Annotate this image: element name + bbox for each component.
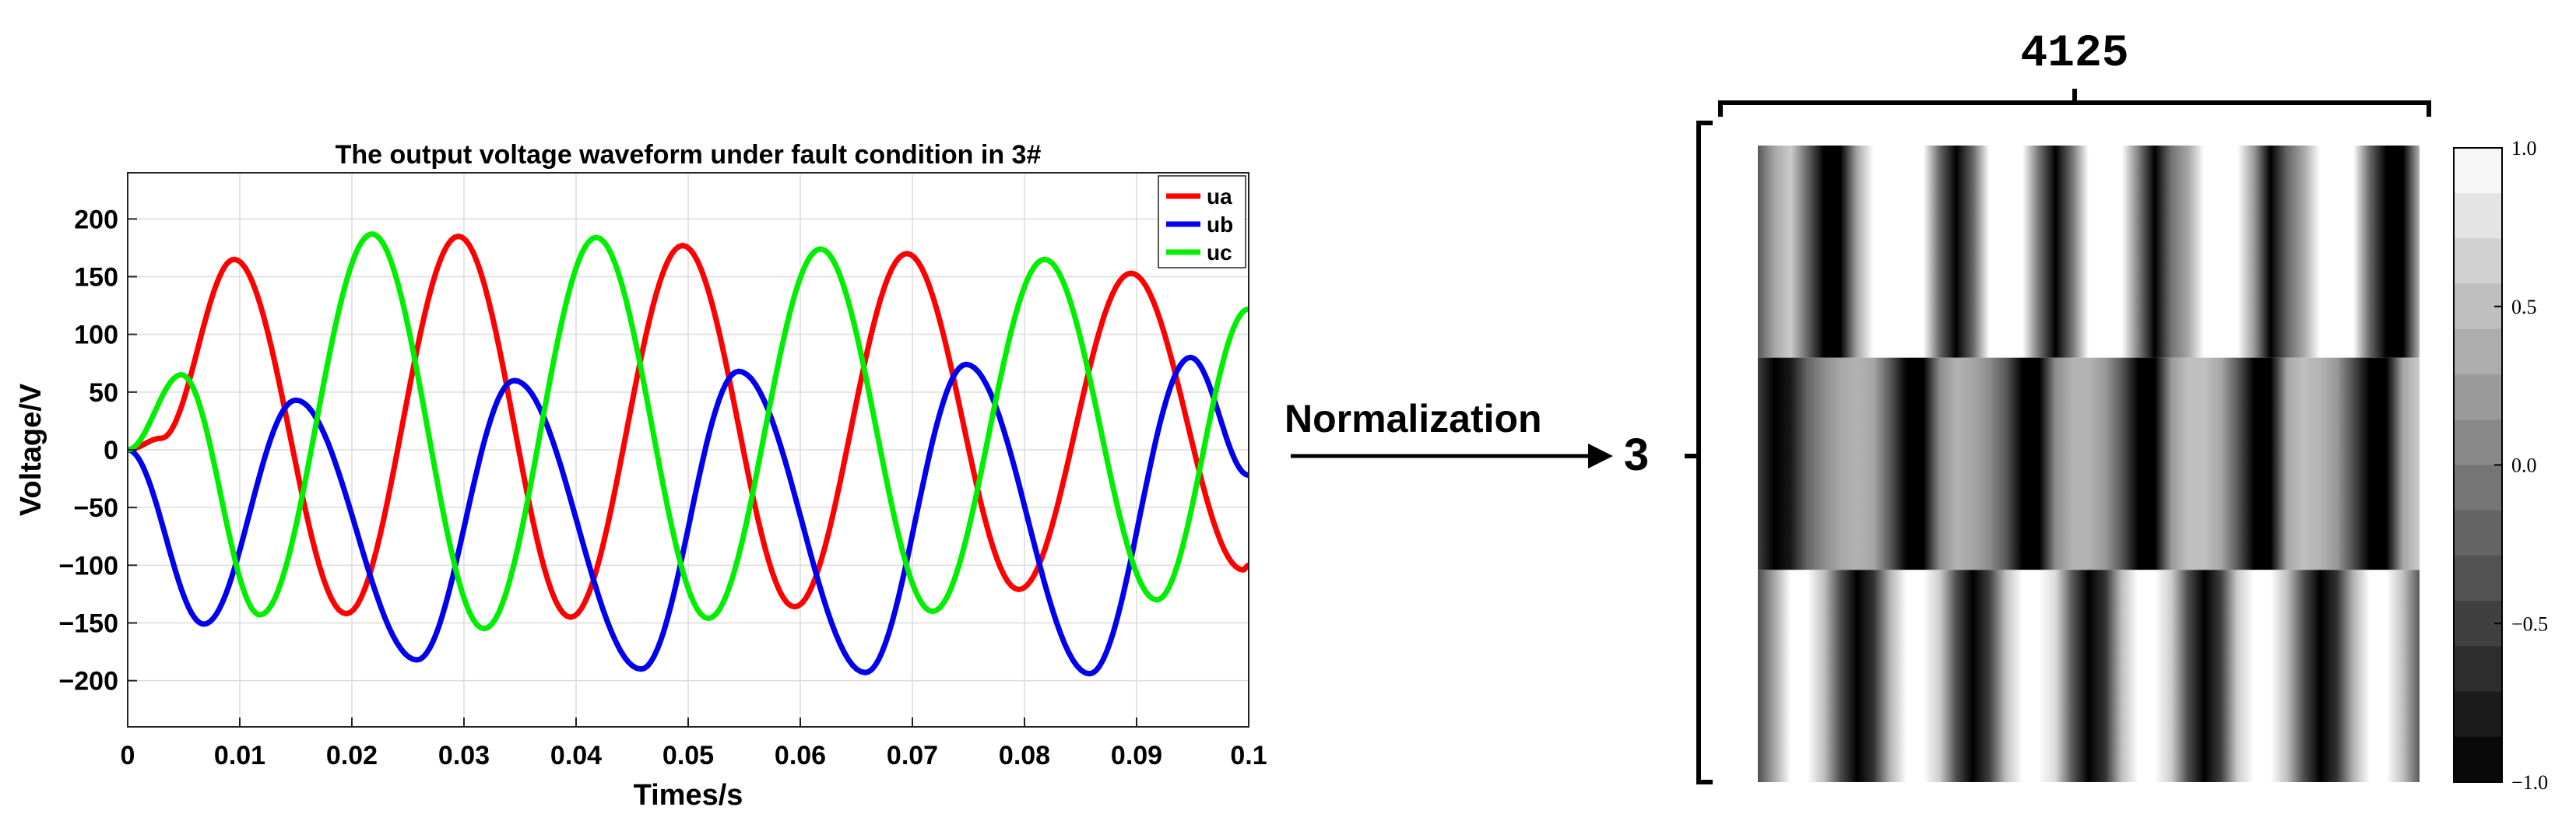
- colorbar-level: [2454, 510, 2502, 556]
- normalized-heatmap: 4125 3 1.0 0.5 0.0 −0.5 −1.0: [1624, 29, 2548, 794]
- chart-legend: ua ub uc: [1158, 175, 1246, 268]
- x-tick-label: 0: [121, 741, 135, 770]
- x-tick-label: 0.06: [775, 741, 826, 770]
- series-lines: [128, 231, 1249, 677]
- x-tick-label: 0.09: [1111, 741, 1162, 770]
- colorbar-level: [2454, 148, 2502, 194]
- series-line-ub: [128, 354, 1249, 677]
- colorbar-level: [2454, 374, 2502, 420]
- normalization-label: Normalization: [1284, 397, 1542, 440]
- width-label: 4125: [2020, 29, 2128, 79]
- voltage-line-chart: 0 0.01 0.02 0.03 0.04 0.05 0.06 0.07 0.08 0.09 0.1…: [15, 140, 1267, 812]
- colorbar-level: [2454, 691, 2502, 738]
- colorbar-tick-label: 0.0: [2511, 454, 2537, 477]
- heatmap-row-ub: [1758, 357, 2420, 570]
- x-tick-label: 0.02: [326, 741, 378, 770]
- heatmap-cells: [1758, 146, 2420, 782]
- y-tick-label: 150: [74, 263, 118, 293]
- y-ticks: 200 150 100 50 0 −50 −100 −150 −200: [58, 205, 137, 696]
- colorbar-ticks: 1.0 0.5 0.0 −0.5 −1.0: [2494, 137, 2548, 794]
- x-tick-label: 0.1: [1230, 741, 1267, 770]
- height-bracket: [1696, 121, 1713, 784]
- series-line-ua: [128, 233, 1249, 620]
- y-tick-label: 0: [104, 436, 118, 465]
- x-tick-label: 0.03: [438, 741, 490, 770]
- y-tick-label: −100: [58, 551, 118, 581]
- y-tick-label: −200: [58, 667, 118, 696]
- colorbar-level: [2454, 328, 2502, 375]
- colorbar-level: [2454, 646, 2502, 693]
- colorbar-level: [2454, 193, 2502, 239]
- legend-label-ua: ua: [1207, 184, 1232, 209]
- x-tick-label: 0.01: [214, 741, 265, 770]
- chart-title: The output voltage waveform under fault …: [336, 140, 1042, 170]
- colorbar-tick-label: 1.0: [2511, 137, 2537, 160]
- colorbar-level: [2454, 238, 2502, 285]
- series-line-uc: [128, 231, 1249, 632]
- colorbar-tick-label: 0.5: [2511, 296, 2537, 318]
- legend-label-ub: ub: [1207, 212, 1233, 237]
- colorbar-tick-label: −1.0: [2511, 771, 2548, 794]
- height-label: 3: [1624, 430, 1649, 480]
- x-tick-label: 0.07: [887, 741, 938, 770]
- y-tick-label: 50: [89, 378, 118, 408]
- x-tick-label: 0.08: [999, 741, 1050, 770]
- colorbar-level: [2454, 736, 2502, 783]
- x-axis-label: Times/s: [634, 779, 743, 812]
- heatmap-row-ua: [1758, 146, 2420, 358]
- y-tick-label: −50: [73, 493, 118, 523]
- y-tick-label: −150: [58, 609, 118, 639]
- x-tick-label: 0.05: [662, 741, 714, 770]
- colorbar-level: [2454, 555, 2502, 602]
- colorbar-level: [2454, 283, 2502, 330]
- colorbar-tick-label: −0.5: [2511, 612, 2548, 635]
- x-ticks: 0 0.01 0.02 0.03 0.04 0.05 0.06 0.07 0.08 0.09 0.1: [121, 717, 1267, 770]
- y-tick-label: 100: [74, 321, 118, 350]
- colorbar-level: [2454, 465, 2502, 511]
- normalization-arrow-group: Normalization: [1284, 397, 1613, 468]
- legend-items: ua ub uc: [1166, 184, 1233, 265]
- x-tick-label: 0.04: [550, 741, 602, 770]
- arrow-head-icon: [1588, 444, 1613, 468]
- colorbar-level: [2454, 419, 2502, 465]
- legend-label-uc: uc: [1207, 240, 1232, 265]
- width-bracket: [1718, 100, 2431, 117]
- y-tick-label: 200: [74, 205, 118, 234]
- y-axis-label: Voltage/V: [15, 383, 47, 516]
- colorbar-cells: [2454, 148, 2502, 783]
- colorbar-level: [2454, 601, 2502, 647]
- colorbar: 1.0 0.5 0.0 −0.5 −1.0: [2453, 137, 2548, 794]
- heatmap-row-uc: [1758, 570, 2420, 782]
